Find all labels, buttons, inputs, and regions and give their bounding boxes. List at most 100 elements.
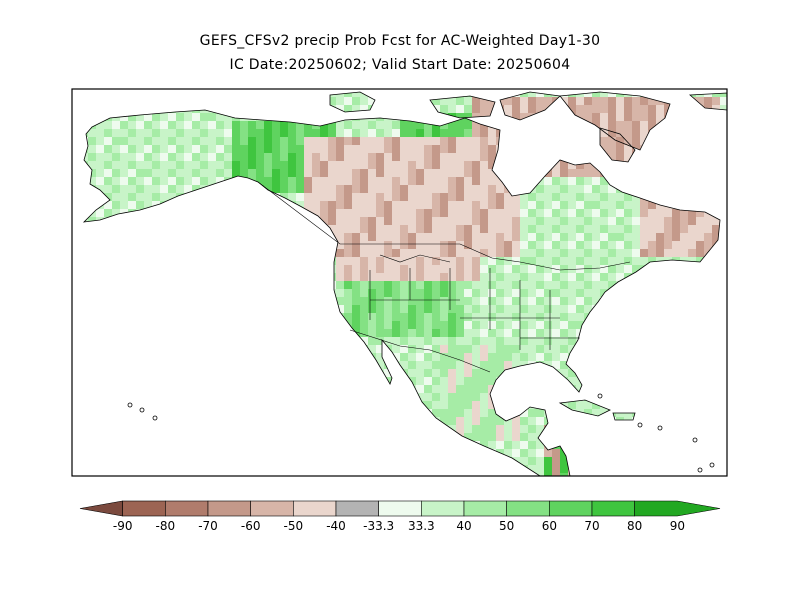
probability-cell xyxy=(464,241,473,250)
probability-cell xyxy=(576,273,585,282)
probability-cell xyxy=(232,161,241,170)
probability-cell xyxy=(368,217,377,226)
probability-cell xyxy=(296,193,305,202)
probability-cell xyxy=(288,185,297,194)
probability-cell xyxy=(456,361,465,370)
probability-cell xyxy=(528,457,537,466)
probability-cell xyxy=(632,217,641,226)
probability-cell xyxy=(496,297,505,306)
probability-cell xyxy=(440,193,449,202)
legend-label: 80 xyxy=(627,519,642,533)
probability-cell xyxy=(512,329,521,338)
probability-cell xyxy=(256,129,265,138)
probability-cell xyxy=(136,153,145,162)
probability-cell xyxy=(552,337,561,346)
probability-cell xyxy=(504,441,513,450)
probability-cell xyxy=(552,465,561,474)
probability-cell xyxy=(688,217,697,226)
probability-cell xyxy=(712,217,721,226)
probability-cell xyxy=(312,209,321,218)
probability-cell xyxy=(528,305,537,314)
probability-cell xyxy=(544,193,553,202)
probability-cell xyxy=(552,169,561,178)
probability-cell xyxy=(240,169,249,178)
probability-cell xyxy=(336,129,345,138)
probability-cell xyxy=(560,281,569,290)
probability-cell xyxy=(592,201,601,210)
probability-cell xyxy=(520,441,529,450)
probability-cell xyxy=(488,377,497,386)
probability-cell xyxy=(448,281,457,290)
probability-cell xyxy=(136,177,145,186)
probability-cell xyxy=(464,201,473,210)
probability-cell xyxy=(152,193,161,202)
probability-cell xyxy=(184,113,193,122)
probability-cell xyxy=(320,145,329,154)
probability-cell xyxy=(376,321,385,330)
probability-cell xyxy=(160,137,169,146)
probability-cell xyxy=(136,185,145,194)
islands xyxy=(127,393,715,473)
probability-cell xyxy=(192,145,201,154)
probability-cell xyxy=(416,169,425,178)
probability-cell xyxy=(304,201,313,210)
probability-cell xyxy=(552,257,561,266)
probability-cell xyxy=(376,257,385,266)
probability-cell xyxy=(344,201,353,210)
probability-cell xyxy=(288,169,297,178)
probability-cell xyxy=(176,153,185,162)
probability-cell xyxy=(472,97,481,106)
probability-cell xyxy=(536,273,545,282)
probability-cell xyxy=(520,457,529,466)
probability-cell xyxy=(376,249,385,258)
probability-cell xyxy=(536,97,545,106)
probability-cell xyxy=(328,121,337,130)
probability-cell xyxy=(408,329,417,338)
probability-cell xyxy=(424,153,433,162)
probability-cell xyxy=(144,201,153,210)
probability-cell xyxy=(568,305,577,314)
probability-cell xyxy=(160,169,169,178)
legend-swatch xyxy=(506,500,550,517)
probability-cell xyxy=(560,321,569,330)
probability-cell xyxy=(528,201,537,210)
probability-cell xyxy=(400,273,409,282)
probability-cell xyxy=(96,185,105,194)
probability-cell xyxy=(584,401,593,410)
probability-cell xyxy=(496,217,505,226)
probability-cell xyxy=(640,105,649,114)
probability-cell xyxy=(528,273,537,282)
probability-cell xyxy=(624,145,633,154)
probability-cell xyxy=(360,185,369,194)
probability-cell xyxy=(544,177,553,186)
probability-cell xyxy=(104,161,113,170)
probability-cell xyxy=(376,329,385,338)
probability-cell xyxy=(240,129,249,138)
probability-cell xyxy=(600,281,609,290)
probability-cell xyxy=(552,457,561,466)
probability-cell xyxy=(280,185,289,194)
probability-cell xyxy=(632,193,641,202)
probability-cell xyxy=(440,265,449,274)
probability-cell xyxy=(336,201,345,210)
probability-cell xyxy=(360,249,369,258)
probability-cell xyxy=(576,161,585,170)
probability-cell xyxy=(336,289,345,298)
probability-cell xyxy=(496,433,505,442)
probability-cell xyxy=(592,217,601,226)
probability-cell xyxy=(600,92,609,98)
probability-cell xyxy=(408,369,417,378)
probability-cell xyxy=(456,425,465,434)
probability-cell xyxy=(648,105,657,114)
legend-label: 33.3 xyxy=(408,519,435,533)
probability-cell xyxy=(624,201,633,210)
probability-cell xyxy=(104,153,113,162)
probability-cell xyxy=(160,193,169,202)
probability-cell xyxy=(448,233,457,242)
probability-cell xyxy=(416,225,425,234)
probability-cell xyxy=(472,193,481,202)
probability-cell xyxy=(528,92,537,98)
probability-cell xyxy=(384,153,393,162)
probability-cell xyxy=(104,137,113,146)
probability-cell xyxy=(176,169,185,178)
